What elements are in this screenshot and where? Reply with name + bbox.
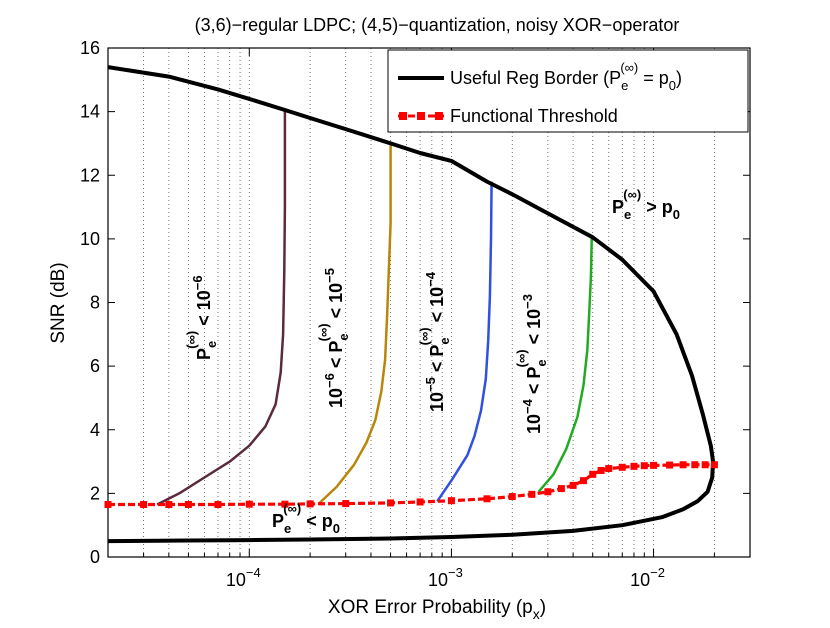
y-axis-label: SNR (dB)	[48, 262, 69, 343]
threshold-marker	[579, 477, 587, 485]
threshold-marker	[650, 461, 658, 469]
threshold-marker	[104, 501, 112, 509]
y-tick-label: 6	[90, 356, 100, 376]
threshold-marker	[245, 500, 253, 508]
threshold-marker	[483, 495, 491, 503]
legend-box	[387, 49, 749, 133]
threshold-marker	[701, 461, 709, 469]
threshold-marker	[306, 500, 314, 508]
threshold-marker	[597, 466, 605, 474]
grid	[107, 48, 751, 557]
y-tick-label: 2	[90, 483, 100, 503]
threshold-marker	[679, 461, 687, 469]
axis-ticks: 0 2 4 6 8 10 12 14 16 10−4 10−3 10−2	[80, 38, 751, 590]
x-axis-label: XOR Error Probability (px)	[328, 597, 546, 622]
threshold-marker	[569, 481, 577, 489]
series-line-useful-reg-border	[107, 65, 716, 544]
y-tick-label: 14	[80, 102, 100, 122]
threshold-marker	[557, 485, 565, 493]
x-tick-label: 10−3	[428, 565, 463, 590]
threshold-marker	[508, 493, 516, 501]
x-tick-label: 10−4	[226, 565, 261, 590]
chart-title: (3,6)−regular LDPC; (4,5)−quantization, …	[195, 15, 680, 35]
y-tick-label: 4	[90, 420, 100, 440]
legend-label-useful-reg-border: Useful Reg Border (Pe(∞) = p0)	[450, 60, 682, 93]
threshold-marker	[184, 501, 192, 509]
legend-marker-2	[417, 112, 425, 120]
threshold-marker	[618, 463, 626, 471]
legend-label-functional-threshold: Functional Threshold	[450, 106, 618, 126]
region-label-pe-gt-p0: Pe(∞) > p0	[612, 187, 680, 222]
threshold-marker	[140, 501, 148, 509]
threshold-marker	[447, 497, 455, 505]
series-line-1e-6-pe-1e-5-boundary	[317, 141, 392, 505]
threshold-marker	[416, 498, 424, 506]
threshold-marker	[281, 500, 289, 508]
threshold-marker	[710, 461, 718, 469]
threshold-marker	[342, 500, 350, 508]
threshold-marker	[630, 462, 638, 470]
threshold-marker	[666, 461, 674, 469]
region-label-1e-4-to-1e-3: 10−4 < Pe(∞) < 10−3	[514, 294, 549, 434]
threshold-marker	[387, 499, 395, 507]
threshold-marker	[528, 490, 536, 498]
series-line-1e-5-pe-1e-4-boundary	[436, 181, 493, 503]
y-tick-label: 8	[90, 293, 100, 313]
region-label-pe-lt-p0: Pe(∞) < p0	[272, 501, 340, 536]
region-label-1e-5-to-1e-4: 10−5 < Pe(∞) < 10−4	[417, 271, 452, 412]
legend-marker-3	[435, 112, 443, 120]
threshold-marker	[544, 488, 552, 496]
threshold-marker	[605, 465, 613, 473]
threshold-marker	[214, 501, 222, 509]
series-line-pe-1e-6-boundary	[156, 110, 287, 506]
series-line-1e-4-pe-1e-3-boundary	[537, 235, 594, 493]
legend: Useful Reg Border (Pe(∞) = p0) Functiona…	[387, 49, 749, 133]
y-tick-label: 16	[80, 38, 100, 58]
threshold-marker	[691, 461, 699, 469]
series-group	[104, 65, 718, 544]
y-tick-label: 0	[90, 547, 100, 567]
threshold-marker	[640, 462, 648, 470]
threshold-marker	[589, 470, 597, 478]
y-tick-label: 10	[80, 229, 100, 249]
x-tick-label: 10−2	[630, 565, 665, 590]
region-label-1e-6-to-1e-5: 10−6 < Pe(∞) < 10−5	[316, 268, 351, 408]
threshold-marker	[165, 501, 173, 509]
region-label-pe-lt-1e-6: Pe(∞) < 10−6	[184, 275, 219, 360]
y-tick-label: 12	[80, 165, 100, 185]
legend-marker-1	[399, 112, 407, 120]
